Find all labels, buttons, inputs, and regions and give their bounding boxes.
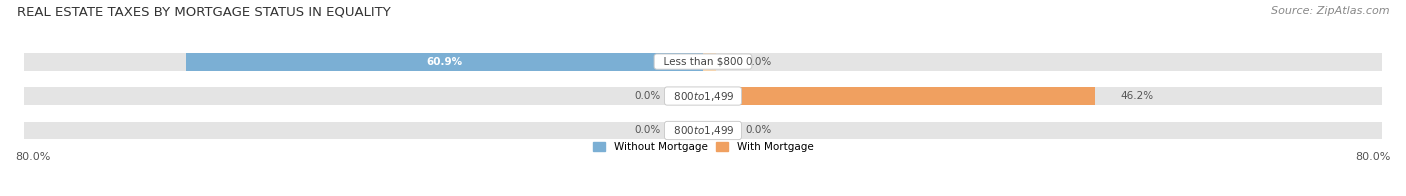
- Bar: [24, 53, 703, 71]
- Text: 0.0%: 0.0%: [634, 125, 661, 135]
- Text: 46.2%: 46.2%: [1121, 91, 1154, 101]
- Text: $800 to $1,499: $800 to $1,499: [666, 124, 740, 137]
- Bar: [690, 122, 703, 139]
- Text: 60.9%: 60.9%: [426, 57, 463, 67]
- Bar: [703, 53, 1382, 71]
- Bar: [24, 53, 703, 71]
- Bar: [24, 122, 703, 139]
- Text: 0.0%: 0.0%: [745, 125, 772, 135]
- Bar: [24, 87, 703, 105]
- Text: 80.0%: 80.0%: [15, 152, 51, 162]
- Bar: [703, 122, 1382, 139]
- Text: 0.0%: 0.0%: [745, 57, 772, 67]
- Bar: [186, 53, 703, 71]
- Bar: [703, 122, 716, 139]
- Text: 80.0%: 80.0%: [1355, 152, 1391, 162]
- Text: $800 to $1,499: $800 to $1,499: [666, 90, 740, 103]
- Bar: [703, 87, 1382, 105]
- Text: 0.0%: 0.0%: [634, 91, 661, 101]
- Bar: [703, 53, 716, 71]
- Bar: [703, 87, 1382, 105]
- Bar: [690, 87, 703, 105]
- Text: Less than $800: Less than $800: [657, 57, 749, 67]
- Bar: [24, 122, 703, 139]
- Text: REAL ESTATE TAXES BY MORTGAGE STATUS IN EQUALITY: REAL ESTATE TAXES BY MORTGAGE STATUS IN …: [17, 6, 391, 19]
- Bar: [703, 87, 1095, 105]
- Legend: Without Mortgage, With Mortgage: Without Mortgage, With Mortgage: [593, 142, 813, 152]
- Bar: [703, 53, 1382, 71]
- Bar: [24, 87, 703, 105]
- Text: Source: ZipAtlas.com: Source: ZipAtlas.com: [1271, 6, 1389, 16]
- Bar: [703, 122, 1382, 139]
